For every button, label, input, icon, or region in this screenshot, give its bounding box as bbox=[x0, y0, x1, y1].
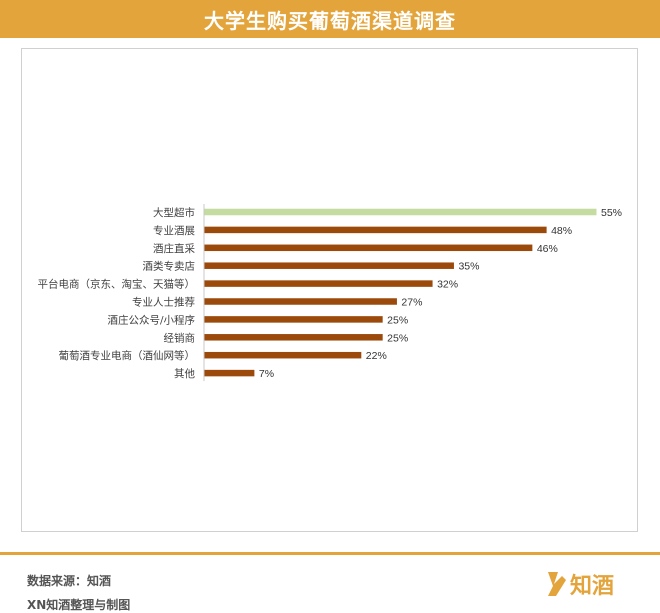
data-label: 35% bbox=[458, 261, 479, 273]
data-label: 55% bbox=[601, 207, 622, 219]
category-label: 葡萄酒专业电商（酒仙网等） bbox=[59, 349, 196, 362]
bar bbox=[204, 280, 433, 287]
bar bbox=[204, 244, 533, 252]
data-label: 7% bbox=[259, 368, 274, 380]
data-label: 22% bbox=[366, 350, 387, 362]
data-label: 27% bbox=[401, 297, 422, 309]
credit-text: XN知酒整理与制图 bbox=[27, 598, 131, 612]
bar bbox=[204, 369, 255, 377]
category-label: 酒类专卖店 bbox=[143, 260, 196, 273]
bar bbox=[204, 351, 362, 359]
zhijiu-logo: 知酒 bbox=[548, 572, 614, 599]
data-source: 数据来源：知酒 bbox=[27, 574, 112, 588]
category-label: 平台电商（京东、淘宝、天猫等） bbox=[38, 278, 196, 291]
category-label: 专业人士推荐 bbox=[132, 296, 195, 309]
bar bbox=[204, 208, 597, 216]
data-label: 32% bbox=[437, 279, 458, 291]
data-label: 46% bbox=[537, 243, 558, 255]
category-label: 大型超市 bbox=[153, 206, 195, 219]
bar bbox=[204, 262, 454, 269]
category-label: 经销商 bbox=[164, 331, 196, 344]
data-label: 25% bbox=[387, 314, 408, 326]
bar bbox=[204, 316, 383, 323]
chart-area: 大型超市 55% 专业酒展 48% 酒庄直采 46% 酒类专卖店 35% 平台电商（京东、淘宝、… bbox=[21, 48, 638, 532]
bar bbox=[204, 226, 547, 234]
bar bbox=[204, 334, 383, 341]
category-label: 其他 bbox=[174, 367, 195, 380]
logo-mark-icon bbox=[548, 572, 566, 596]
bar-chart: 大型超市 55% 专业酒展 48% 酒庄直采 46% 酒类专卖店 35% 平台电商（京东、淘宝、… bbox=[38, 204, 622, 382]
chart-title: 大学生购买葡萄酒渠道调查 bbox=[204, 8, 456, 33]
data-label: 48% bbox=[551, 225, 572, 237]
category-label: 酒庄直采 bbox=[153, 242, 195, 255]
title-bar: 大学生购买葡萄酒渠道调查 bbox=[0, 0, 660, 38]
category-label: 酒庄公众号/小程序 bbox=[107, 313, 195, 326]
data-label: 25% bbox=[387, 332, 408, 344]
bar bbox=[204, 298, 397, 305]
category-label: 专业酒展 bbox=[153, 224, 195, 237]
divider bbox=[0, 552, 660, 555]
logo-text: 知酒 bbox=[570, 573, 614, 599]
